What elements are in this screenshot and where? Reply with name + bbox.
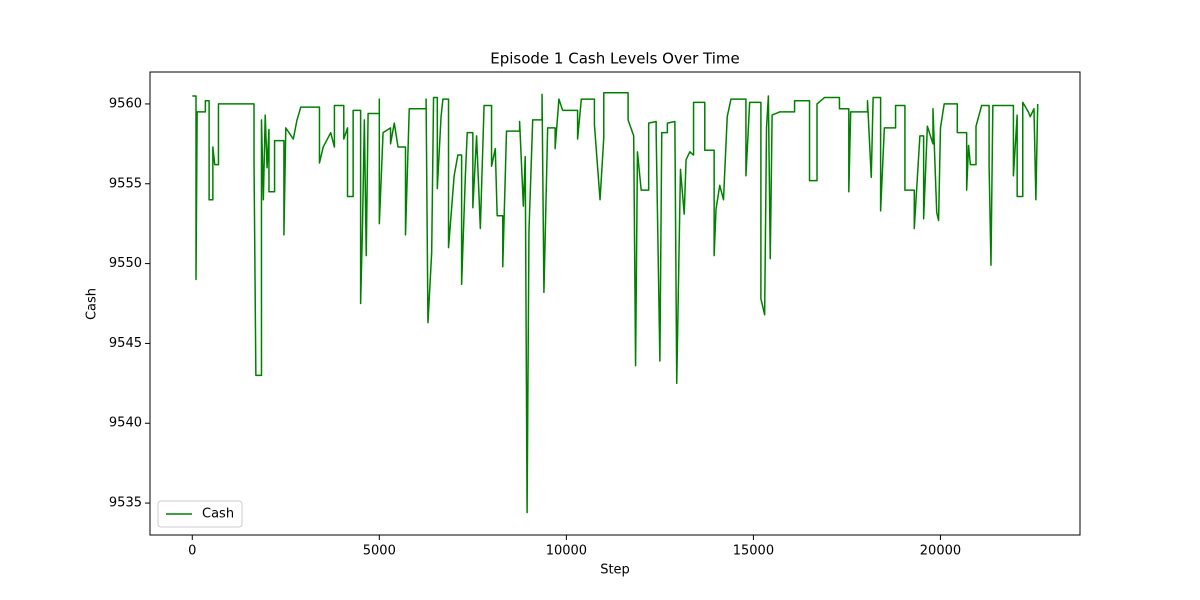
plot-frame: [149, 71, 1081, 536]
y-tick-label: 9545: [109, 336, 142, 351]
y-axis-label: Cash: [85, 288, 100, 320]
y-tick-label: 9555: [109, 176, 142, 191]
y-tick-label: 9535: [109, 496, 142, 511]
y-tick-label: 9540: [109, 416, 142, 431]
x-tick-label: 5000: [363, 544, 396, 559]
legend-label: Cash: [202, 507, 234, 522]
x-tick-label: 20000: [920, 544, 961, 559]
x-axis-label: Step: [600, 563, 630, 578]
y-tick-label: 9560: [109, 96, 142, 111]
y-tick-label: 9550: [109, 256, 142, 271]
legend-box: [157, 500, 243, 528]
chart-title: Episode 1 Cash Levels Over Time: [490, 50, 739, 68]
x-tick-label: 15000: [733, 544, 774, 559]
x-tick-label: 0: [188, 544, 196, 559]
x-tick-label: 10000: [546, 544, 587, 559]
line: [192, 92, 1039, 514]
